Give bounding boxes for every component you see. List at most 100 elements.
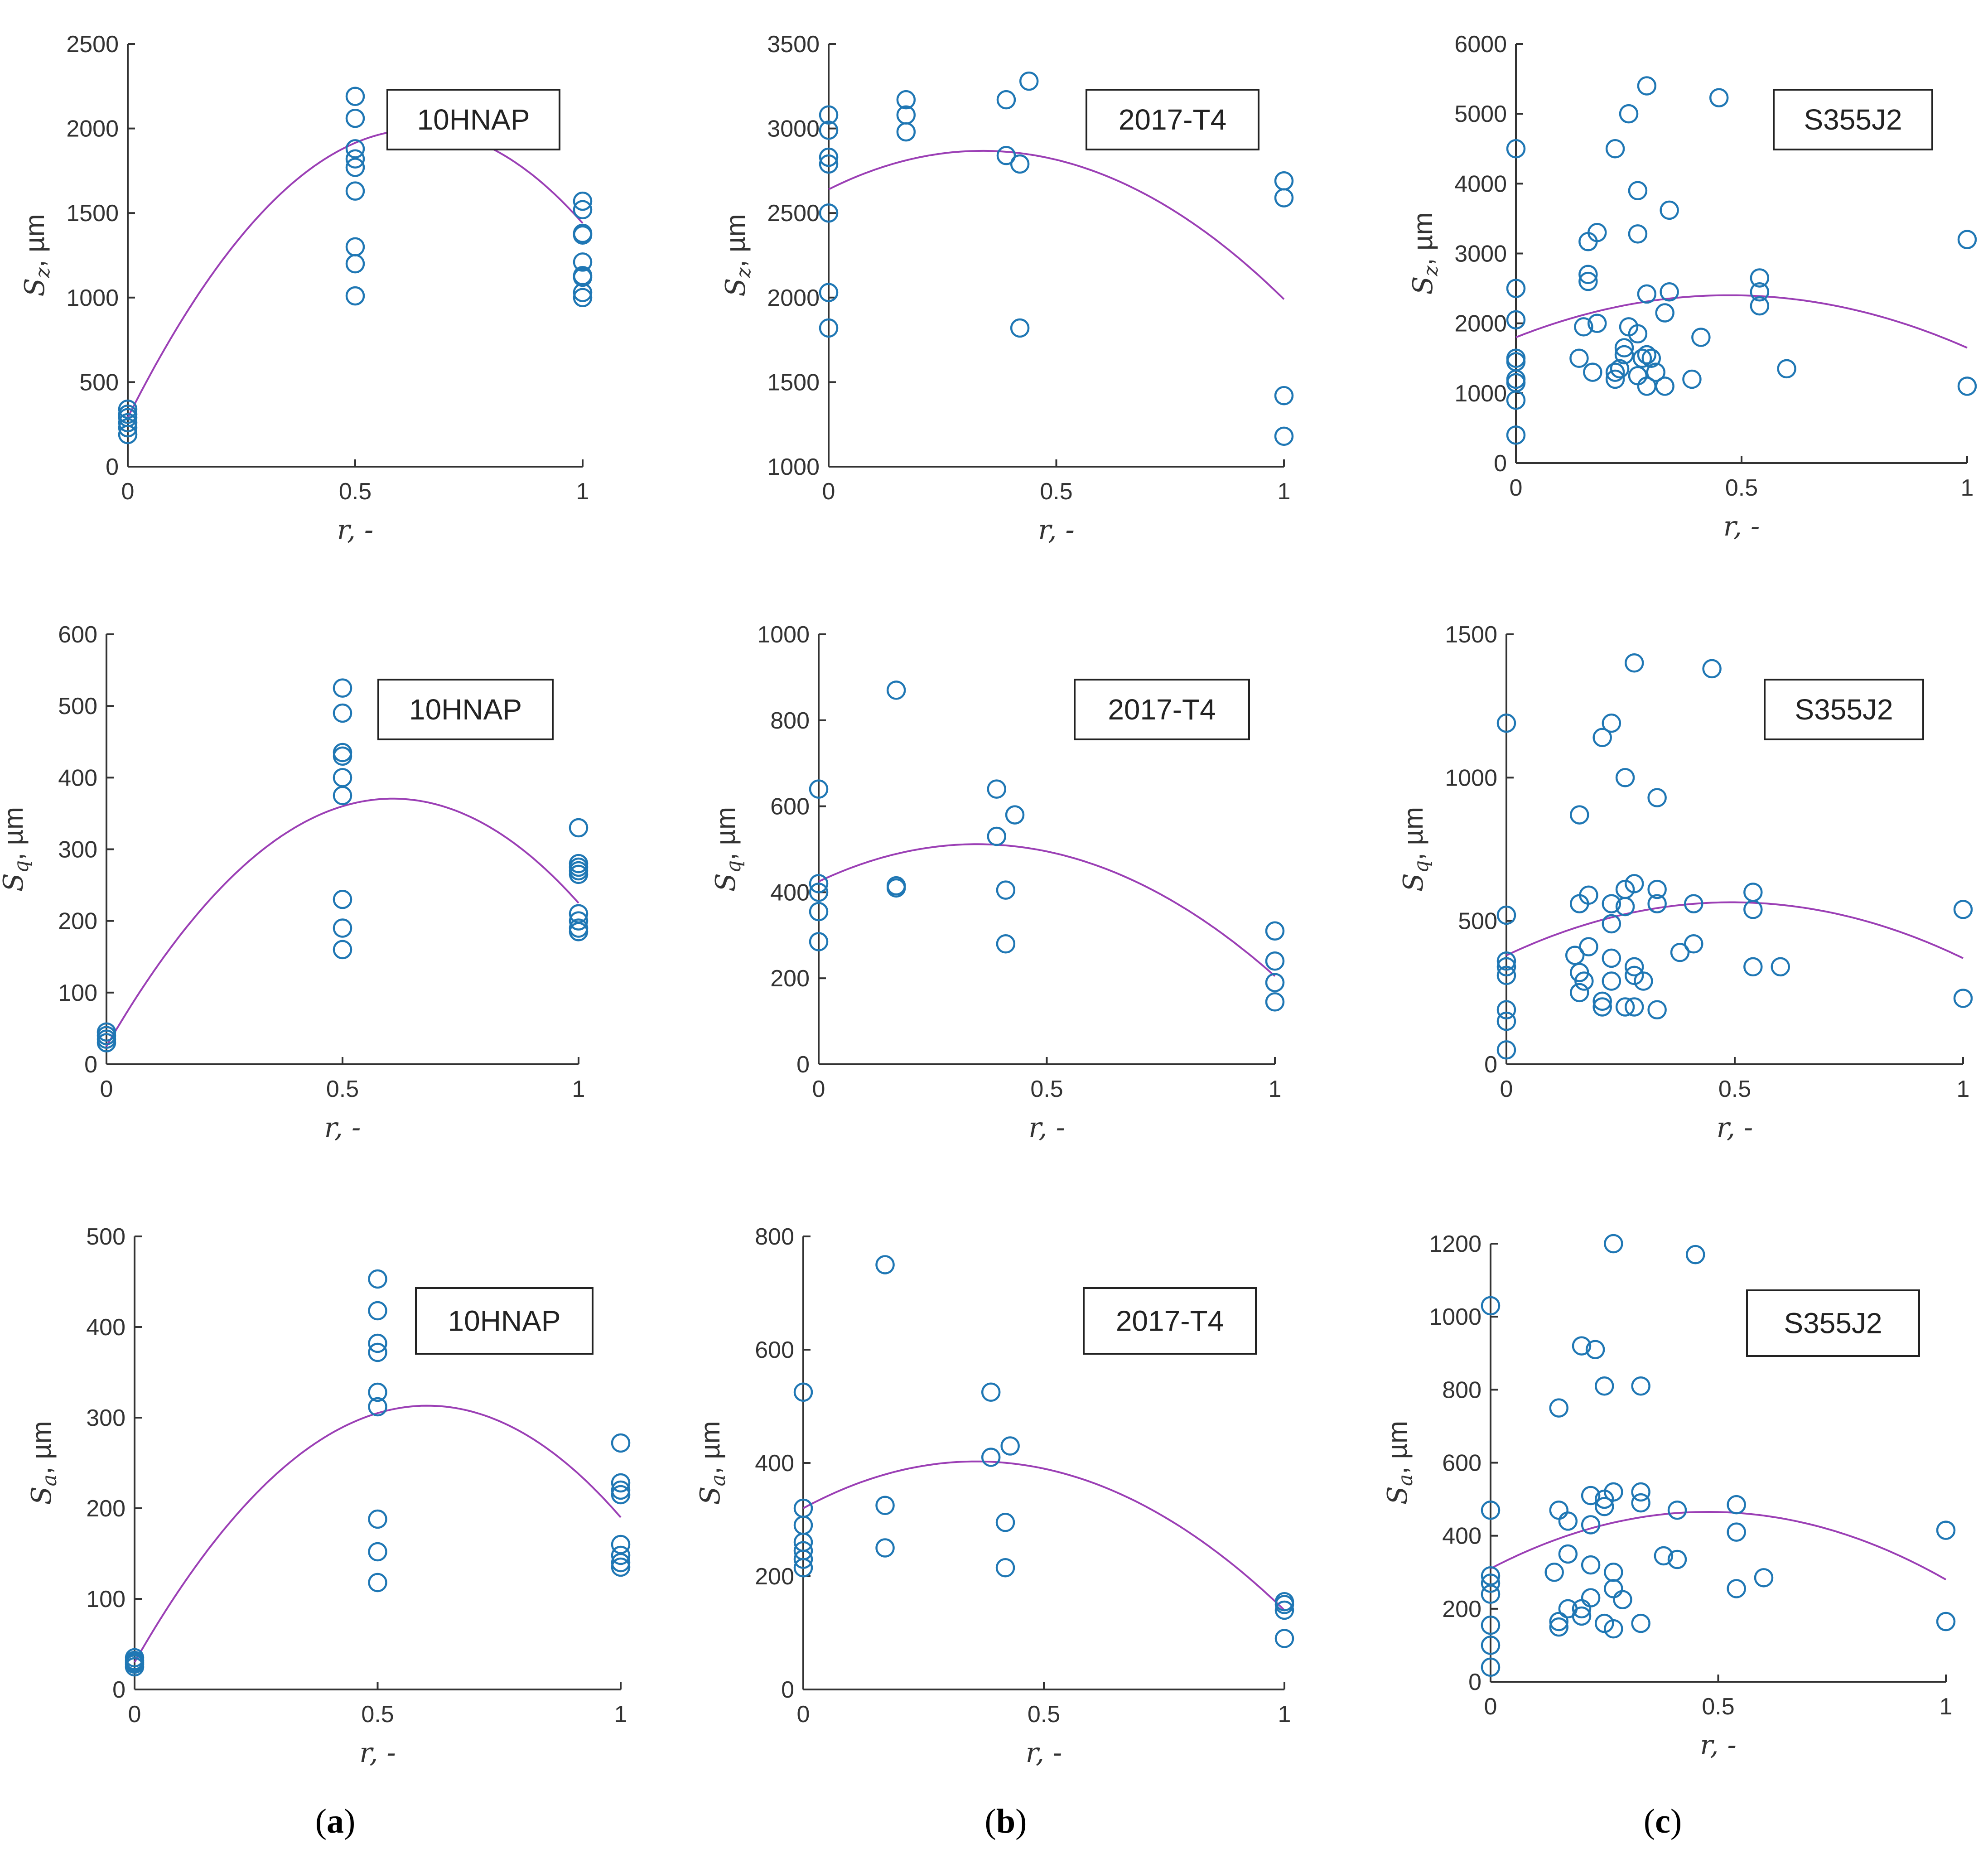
data-point (1614, 338, 1634, 357)
y-tick-label: 0 (1468, 1669, 1481, 1695)
data-point (1624, 957, 1644, 977)
data-point (981, 1448, 1001, 1467)
y-tick-label: 2000 (767, 285, 820, 311)
y-tick-label: 1500 (66, 200, 119, 227)
data-point (368, 1397, 387, 1417)
data-point (896, 105, 916, 125)
x-tick-label: 0 (1510, 475, 1523, 501)
legend-label: 2017-T4 (1116, 1305, 1224, 1337)
data-point (1549, 1617, 1568, 1637)
legend-label: 10HNAP (417, 103, 530, 136)
data-point (333, 918, 352, 938)
x-axis-label: r, - (1026, 1737, 1062, 1769)
data-point (995, 1513, 1015, 1532)
data-point (1265, 992, 1285, 1012)
data-point (1777, 359, 1796, 379)
data-point (1579, 937, 1598, 956)
data-point (368, 1269, 387, 1289)
x-axis-label: r, - (1028, 1112, 1065, 1144)
y-tick-label: 0 (112, 1677, 125, 1703)
data-point (1727, 1579, 1746, 1598)
x-tick-label: 0.5 (1718, 1076, 1751, 1102)
data-point (1592, 997, 1612, 1017)
data-point (1481, 1636, 1501, 1655)
data-point (1743, 883, 1763, 902)
data-point (1506, 279, 1526, 298)
data-point (1000, 1436, 1020, 1456)
data-point (345, 139, 365, 159)
x-tick-label: 0.5 (326, 1076, 359, 1102)
data-point (1265, 951, 1285, 971)
data-point (793, 1498, 813, 1518)
data-point (1578, 265, 1598, 284)
x-tick-label: 0.5 (1702, 1694, 1734, 1720)
x-tick-label: 0 (121, 478, 135, 505)
y-tick-label: 2000 (1454, 311, 1507, 337)
y-tick-label: 3000 (767, 116, 820, 142)
data-point (809, 874, 829, 893)
legend-box (1083, 1287, 1257, 1355)
column-caption: (c) (1644, 1802, 1682, 1840)
data-point (809, 902, 829, 922)
y-tick-label: 3500 (767, 31, 820, 58)
x-axis-label: r, - (324, 1112, 361, 1144)
data-point (1750, 282, 1770, 302)
data-point (819, 283, 839, 302)
data-point (611, 1485, 631, 1505)
data-point (1624, 653, 1644, 673)
data-point (1619, 104, 1639, 124)
data-point (1631, 1376, 1650, 1396)
data-point (1569, 348, 1589, 368)
data-point (368, 1342, 387, 1362)
data-point (1274, 1592, 1294, 1612)
legend-box (1764, 679, 1924, 740)
data-point (611, 1557, 631, 1577)
y-tick-label: 600 (770, 794, 810, 820)
data-point (1670, 943, 1690, 962)
fit-curve (1490, 1511, 1946, 1581)
x-tick-label: 0 (128, 1701, 141, 1728)
data-point (345, 181, 365, 201)
y-tick-label: 3000 (1454, 241, 1507, 267)
data-point (1549, 1398, 1568, 1418)
data-point (569, 904, 589, 924)
data-point (875, 1538, 895, 1558)
x-tick-label: 1 (1278, 478, 1291, 505)
data-point (1604, 1234, 1623, 1254)
data-point (886, 681, 906, 700)
chart-panel-p32: 0 200 400 600 800 0 0.5 1 r, - Sa, µm 2017-T4 (695, 1224, 1294, 1769)
data-point (573, 288, 593, 308)
y-tick-label: 1000 (757, 622, 810, 648)
chart-panel-p31: 0 100 200 300 400 500 0 0.5 1 r, - Sa, µm 10HNAP (26, 1224, 631, 1769)
x-axis-label: r, - (1038, 514, 1075, 546)
data-point (1506, 348, 1526, 368)
data-point (1585, 1340, 1605, 1359)
data-point (996, 880, 1016, 900)
data-point (819, 203, 839, 223)
legend-label: S355J2 (1804, 103, 1902, 136)
data-point (1604, 1563, 1623, 1582)
data-point (345, 286, 365, 306)
data-point (333, 743, 352, 763)
data-point (819, 318, 839, 338)
data-point (345, 108, 365, 128)
data-point (368, 1301, 387, 1321)
data-point (1595, 1376, 1614, 1396)
data-point (1641, 348, 1661, 368)
data-point (1602, 894, 1621, 913)
y-tick-label: 0 (106, 454, 119, 480)
data-point (1614, 345, 1634, 365)
data-point (819, 105, 839, 125)
data-point (1496, 905, 1516, 925)
x-tick-label: 0.5 (1028, 1701, 1060, 1728)
y-tick-label: 800 (770, 708, 810, 734)
data-point (1637, 76, 1657, 96)
data-point (1727, 1495, 1746, 1515)
data-point (1265, 921, 1285, 941)
data-point (1265, 973, 1285, 992)
x-tick-label: 1 (1940, 1694, 1953, 1720)
data-point (996, 90, 1016, 110)
data-point (1605, 139, 1625, 159)
x-tick-label: 0.5 (1040, 478, 1072, 505)
